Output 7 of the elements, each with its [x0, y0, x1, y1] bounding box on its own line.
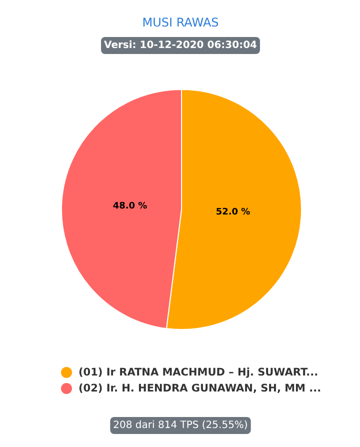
chart-subtitle: Versi: 10-12-2020 06:30:04 — [104, 40, 258, 51]
data-label: 48.0 % — [112, 201, 148, 212]
text: 208 dari 814 TPS (25.55%) — [113, 420, 248, 431]
legend-label: (01) Ir RATNA MACHMUD – Hj. SUWART... — [78, 366, 318, 378]
legend-label: (02) Ir. H. HENDRA GUNAWAN, SH, MM ... — [78, 382, 322, 394]
chart-title: MUSI RAWAS — [142, 16, 219, 30]
data-label: 52.0 % — [216, 208, 250, 218]
